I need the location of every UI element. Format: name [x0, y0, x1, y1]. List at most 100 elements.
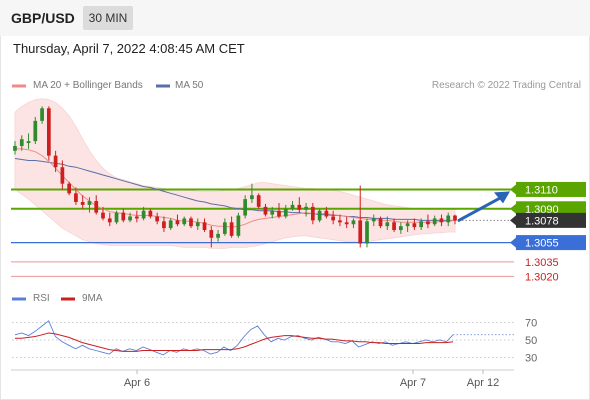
level-tag-pointer-1-3090 — [510, 203, 516, 214]
candle-body — [189, 218, 193, 227]
candle-body — [195, 222, 200, 227]
level-tag-1-3055 — [516, 235, 586, 251]
ma20-legend-label: MA 20 + Bollinger Bands — [33, 80, 143, 91]
candle-body — [216, 233, 220, 238]
rsi-ma-legend-swatch — [61, 297, 75, 301]
ma50-legend-label: MA 50 — [175, 80, 204, 91]
candle-body — [344, 222, 349, 225]
candle-body — [324, 210, 329, 217]
candle-body — [378, 218, 383, 227]
level-label-1-3090: 1.3090 — [525, 204, 559, 216]
candle-body — [209, 230, 214, 238]
level-label-1-3110: 1.3110 — [525, 184, 558, 196]
level-label-1-3078: 1.3078 — [525, 215, 559, 227]
candle-body — [53, 155, 58, 168]
candle-body — [67, 183, 72, 194]
level-tag-1-3110 — [516, 181, 586, 197]
candle-body — [358, 220, 363, 244]
candle-body — [243, 199, 248, 216]
rsi-tick-30: 30 — [525, 353, 537, 365]
candle-body — [317, 210, 322, 221]
candle-body — [121, 212, 126, 221]
candle-body — [40, 108, 44, 121]
candle-body — [168, 220, 173, 229]
candle-body — [405, 223, 410, 227]
candle-body — [229, 222, 234, 236]
candle-body — [412, 223, 417, 228]
rsi-legend-swatch — [12, 297, 26, 301]
candle-body — [80, 202, 85, 205]
candle-body — [162, 221, 166, 229]
x-tick-label: Apr 7 — [400, 377, 426, 389]
level-tag-pointer-1-3110 — [510, 184, 516, 195]
candle-body — [385, 222, 390, 227]
candle-body — [250, 195, 254, 200]
x-tick-label: Apr 6 — [124, 377, 150, 389]
candle-body — [87, 201, 92, 205]
ma20-legend-swatch — [12, 84, 26, 88]
candle-body — [297, 204, 302, 210]
candle-body — [419, 221, 424, 228]
candle-body — [426, 221, 430, 225]
level-label-1-3020: 1.3020 — [525, 271, 559, 283]
candle-body — [101, 212, 105, 219]
symbol-label: GBP/USD — [11, 10, 75, 26]
candle-body — [310, 206, 315, 221]
candle-body — [19, 139, 24, 146]
timeframe-badge[interactable]: 30 MIN — [83, 6, 133, 30]
candle-body — [398, 226, 403, 231]
rsi-line — [14, 320, 454, 356]
candle-body — [134, 216, 139, 219]
candle-body — [338, 220, 342, 223]
chart-datetime: Thursday, April 7, 2022 4:08:45 AM CET — [13, 41, 245, 56]
candle-body — [128, 216, 132, 221]
candle-body — [26, 141, 31, 144]
candle-body — [222, 222, 227, 234]
level-label-1-3035: 1.3035 — [525, 257, 559, 269]
candle-body — [446, 215, 451, 223]
ma50-legend-swatch — [156, 84, 170, 88]
candle-body — [182, 218, 187, 225]
level-tag-1-3078 — [516, 212, 586, 228]
candle-body — [392, 222, 396, 231]
candle-body — [46, 108, 51, 156]
candle-body — [290, 204, 295, 209]
candle-body — [155, 216, 160, 222]
candle-body — [304, 206, 308, 210]
candle-body — [13, 145, 17, 151]
candle-body — [277, 210, 281, 217]
candle-body — [94, 201, 99, 213]
candle-body — [202, 222, 207, 231]
candle-body — [148, 210, 153, 217]
candle-body — [114, 212, 119, 223]
candle-body — [365, 221, 369, 244]
candle-body — [33, 120, 38, 142]
ma50-line — [14, 158, 455, 221]
candle-body — [74, 193, 78, 203]
x-tick-label: Apr 12 — [467, 377, 499, 389]
rsi-tick-70: 70 — [525, 318, 537, 330]
candle-body — [432, 218, 437, 225]
candle-body — [351, 220, 356, 225]
candle-body — [283, 208, 288, 217]
chart-header: GBP/USD 30 MIN — [0, 0, 590, 36]
level-tag-pointer-1-3078 — [510, 215, 516, 226]
candle-body — [263, 206, 268, 215]
candle-body — [175, 220, 180, 225]
rsi-ma-legend-label: 9MA — [82, 293, 103, 304]
rsi-ma-line — [15, 332, 454, 352]
rsi-tick-50: 50 — [525, 335, 537, 347]
level-tag-1-3090 — [516, 201, 586, 217]
rsi-legend-label: RSI — [33, 293, 50, 304]
forecast-arrow-head — [494, 191, 510, 204]
candle-body — [256, 195, 261, 207]
candle-body — [371, 218, 376, 222]
candle-body — [439, 218, 444, 223]
candle-body — [453, 215, 457, 221]
candle-body — [60, 167, 65, 184]
level-tag-pointer-1-3055 — [510, 237, 516, 248]
copyright-text: Research © 2022 Trading Central — [431, 80, 581, 91]
candle-body — [236, 215, 241, 236]
candle-body — [141, 210, 146, 219]
